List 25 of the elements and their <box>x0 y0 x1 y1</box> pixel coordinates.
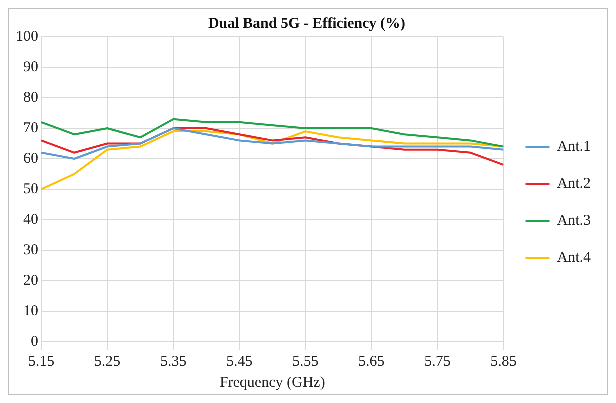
x-tick-label: 5.65 <box>358 354 385 370</box>
legend-label: Ant.3 <box>557 212 591 229</box>
x-tick-label: 5.25 <box>94 354 121 370</box>
chart-title: Dual Band 5G - Efficiency (%) <box>208 16 406 32</box>
y-tick-label: 90 <box>24 59 38 76</box>
x-tick-label: 5.75 <box>424 354 451 370</box>
y-tick-label: 40 <box>24 212 38 228</box>
x-tick-label: 5.45 <box>226 354 253 370</box>
legend-label: Ant.2 <box>557 176 591 192</box>
x-tick-label: 5.15 <box>28 354 55 370</box>
y-tick-label: 60 <box>24 150 38 167</box>
x-tick-label: 5.35 <box>160 354 187 370</box>
y-tick-label: 30 <box>24 242 38 258</box>
legend-label: Ant.1 <box>557 138 591 155</box>
legend-label: Ant.4 <box>557 250 592 266</box>
y-tick-label: 0 <box>31 334 38 350</box>
x-tick-label: 5.85 <box>490 354 517 370</box>
x-tick-label: 5.55 <box>292 354 319 370</box>
y-tick-label: 50 <box>24 181 38 198</box>
y-tick-label: 80 <box>24 90 38 106</box>
y-tick-label: 100 <box>16 28 38 45</box>
y-tick-label: 70 <box>24 120 38 136</box>
x-axis-title: Frequency (GHz) <box>220 374 326 391</box>
y-tick-label: 20 <box>24 272 38 289</box>
y-tick-label: 10 <box>24 303 38 320</box>
